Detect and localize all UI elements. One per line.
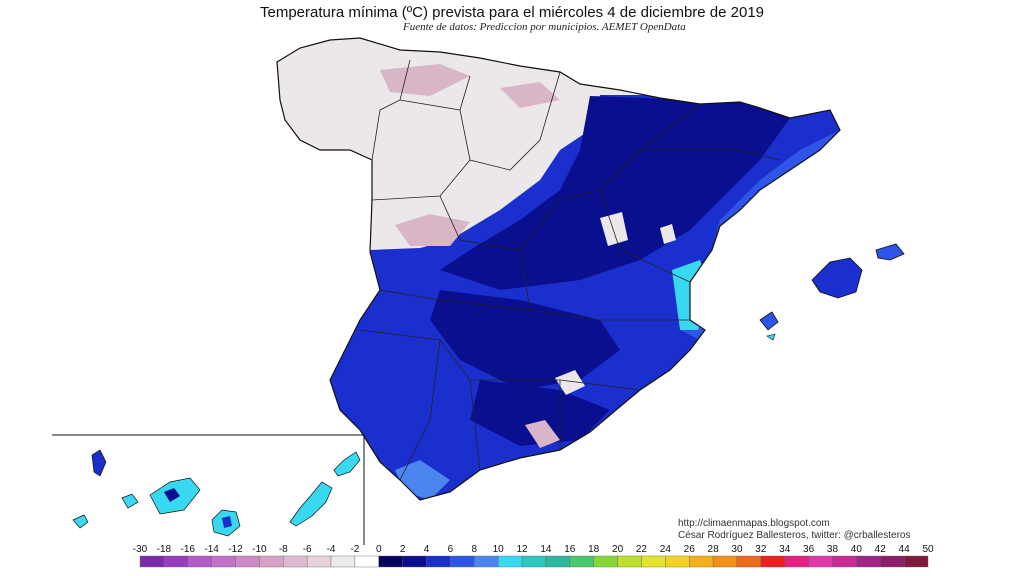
legend-swatch: [163, 555, 188, 568]
legend-swatch: [378, 555, 403, 568]
legend-swatch: [450, 555, 475, 568]
legend-swatch: [617, 555, 642, 568]
legend-swatch: [306, 555, 332, 568]
legend-tick-label: 18: [588, 544, 600, 555]
legend-tick-label: 50: [922, 544, 934, 555]
legend-swatch: [712, 555, 738, 568]
legend-swatch: [426, 555, 451, 568]
legend-swatch: [784, 555, 809, 568]
legend-swatch: [689, 555, 714, 568]
legend-swatch: [880, 555, 905, 568]
legend-swatch: [521, 555, 547, 568]
white-snow-patch: [600, 212, 628, 246]
legend-tick-label: 14: [540, 544, 552, 555]
legend-swatch: [330, 555, 356, 568]
temperature-map: [52, 37, 905, 545]
legend-tick-label: -6: [303, 544, 312, 555]
legend-swatch: [760, 555, 785, 568]
island-menorca: [875, 243, 905, 261]
legend-tick-label: 6: [448, 544, 454, 555]
legend-tick-label: -12: [228, 544, 243, 555]
legend-tick-label: 36: [803, 544, 815, 555]
legend-swatch: [545, 555, 571, 568]
legend-tick-label: 40: [851, 544, 863, 555]
navy-frost-zone: [470, 380, 610, 446]
island-la-gomera: [121, 493, 139, 509]
legend-tick-label: 28: [708, 544, 720, 555]
legend-swatch: [665, 555, 690, 568]
legend-tick-label: 24: [660, 544, 672, 555]
legend-tick-label: -18: [157, 544, 172, 555]
legend-swatch: [593, 555, 618, 568]
credit-author: César Rodríguez Ballesteros, twitter: @c…: [678, 530, 911, 541]
legend-swatch: [283, 555, 308, 568]
page-subtitle: Fuente de datos: Prediccion por municipi…: [403, 21, 686, 33]
island-fuerteventura: [289, 481, 333, 527]
mountain-cold-patch: [500, 82, 560, 108]
legend-tick-label: -16: [181, 544, 196, 555]
island-formentera: [766, 333, 776, 341]
legend-tick-label: 0: [376, 544, 382, 555]
white-snow-patch: [660, 224, 676, 244]
legend-tick-label: 8: [472, 544, 478, 555]
legend-swatch: [856, 555, 881, 568]
legend-swatch: [211, 555, 236, 568]
legend-swatch: [139, 555, 165, 568]
island-mallorca: [811, 257, 863, 299]
region-borders: [276, 37, 841, 501]
island-el-hierro: [72, 514, 89, 529]
legend-swatch: [808, 555, 833, 568]
cold-patch-sierra-nevada: [525, 420, 560, 448]
legend-tick-label: 30: [731, 544, 743, 555]
legend-swatch: [187, 555, 212, 568]
legend-tick-label: -30: [133, 544, 148, 555]
island-lanzarote: [333, 451, 361, 477]
island-ibiza: [759, 311, 779, 331]
legend-tick-label: 20: [612, 544, 624, 555]
navy-frost-zone: [430, 290, 620, 390]
legend-swatch: [259, 555, 284, 568]
legend-tick-label: 16: [564, 544, 576, 555]
legend-tick-label: -2: [350, 544, 359, 555]
legend-swatch: [235, 555, 260, 568]
legend-swatch: [832, 555, 857, 568]
legend-tick-label: 12: [516, 544, 528, 555]
mountain-cold-patch: [395, 214, 470, 246]
island-la-palma: [91, 449, 107, 477]
legend-swatch: [402, 555, 427, 568]
legend-tick-label: -4: [327, 544, 336, 555]
legend-tick-label: 2: [400, 544, 406, 555]
legend-swatch: [736, 555, 762, 568]
legend-tick-label: 4: [424, 544, 430, 555]
page-title: Temperatura mínima (ºC) prevista para el…: [259, 4, 765, 21]
legend-tick-label: 26: [684, 544, 696, 555]
legend-tick-label: 44: [899, 544, 911, 555]
island-gran-canaria-peak: [222, 516, 232, 528]
legend-tick-label: 38: [827, 544, 839, 555]
legend-tick-label: 34: [779, 544, 791, 555]
legend-swatch: [474, 555, 499, 568]
island-tenerife-peak: [164, 488, 180, 502]
legend-swatch: [354, 555, 379, 568]
credit-url: http://climaenmapas.blogspot.com: [678, 518, 830, 529]
legend-tick-label: -8: [279, 544, 288, 555]
legend-tick-label: 22: [636, 544, 648, 555]
legend-swatch: [903, 555, 929, 568]
legend-tick-label: 42: [875, 544, 887, 555]
legend-swatch: [497, 555, 523, 568]
navy-frost-zone: [440, 96, 790, 290]
legend-tick-label: 32: [755, 544, 767, 555]
legend-tick-label: 10: [493, 544, 505, 555]
mountain-cold-patch: [380, 64, 470, 96]
legend-tick-label: -10: [252, 544, 267, 555]
legend-swatch: [569, 555, 594, 568]
canary-inset: [52, 434, 365, 545]
legend-swatch: [641, 555, 666, 568]
legend-tick-label: -14: [204, 544, 219, 555]
white-snow-patch: [555, 370, 585, 395]
